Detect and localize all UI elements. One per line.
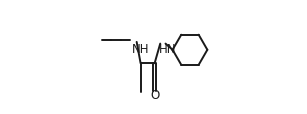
Text: O: O <box>150 89 159 101</box>
Text: HN: HN <box>158 43 176 55</box>
Text: NH: NH <box>132 43 149 55</box>
